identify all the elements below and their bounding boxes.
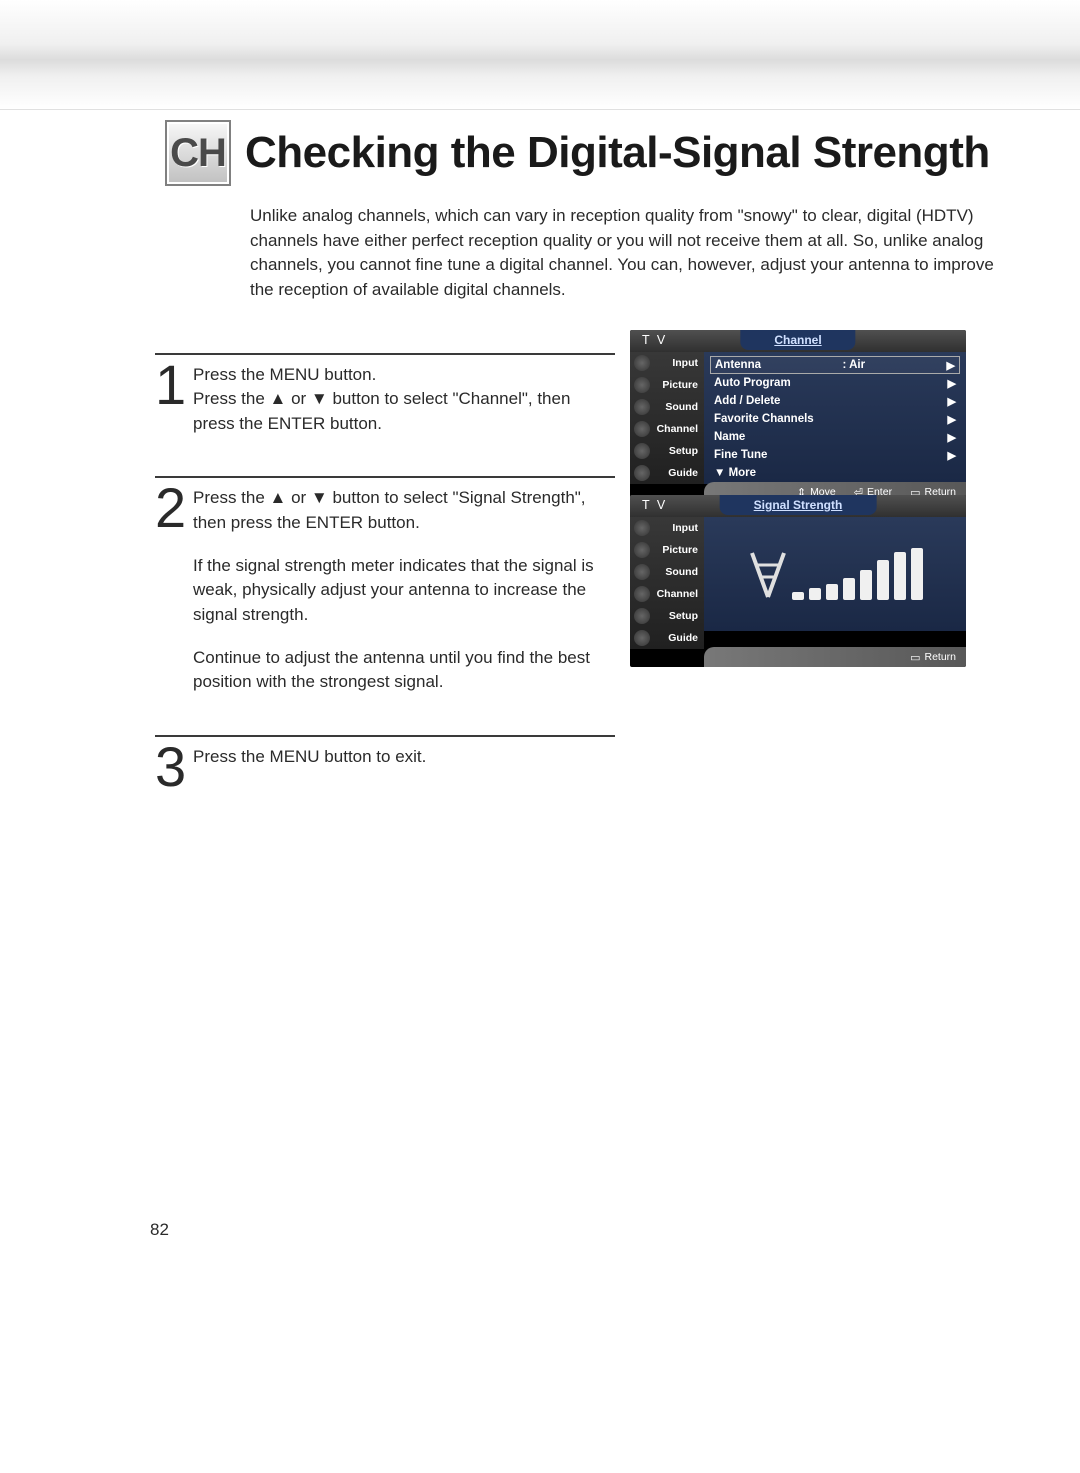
sidebar-label: Setup [669, 610, 698, 622]
signal-bars [792, 548, 923, 600]
sidebar-item-channel[interactable]: Channel [630, 583, 704, 605]
picture-icon [634, 377, 650, 393]
step-line: Press the ▲ or ▼ button to select "Chann… [193, 387, 615, 436]
setup-icon [634, 608, 650, 624]
guide-icon [634, 465, 650, 481]
menu-value: : Air [761, 359, 947, 371]
picture-icon [634, 542, 650, 558]
channel-icon [634, 421, 650, 437]
menu-item-fine-tune[interactable]: Fine Tune ▶ [710, 446, 960, 464]
sidebar-item-picture[interactable]: Picture [630, 374, 704, 396]
osd-tab: Signal Strength [720, 495, 877, 515]
step-line: Press the ▲ or ▼ button to select "Signa… [193, 486, 615, 535]
menu-label: Auto Program [714, 377, 791, 389]
menu-item-add-delete[interactable]: Add / Delete ▶ [710, 392, 960, 410]
menu-label: Antenna [715, 359, 761, 371]
chevron-right-icon: ▶ [948, 395, 956, 408]
menu-label: Favorite Channels [714, 413, 814, 425]
step-number: 2 [155, 484, 193, 532]
osd-footer: ▭ Return [704, 647, 966, 667]
sidebar-label: Input [672, 357, 698, 369]
sidebar-label: Input [672, 522, 698, 534]
step-3: 3 Press the MENU button to exit. [155, 735, 615, 811]
menu-label: Name [714, 431, 745, 443]
menu-item-favorite[interactable]: Favorite Channels ▶ [710, 410, 960, 428]
sound-icon [634, 564, 650, 580]
signal-strength-panel [704, 517, 966, 631]
step-line: Press the MENU button to exit. [193, 745, 426, 770]
sidebar-label: Sound [665, 401, 698, 413]
chevron-right-icon: ▶ [948, 377, 956, 390]
sidebar-label: Guide [668, 632, 698, 644]
ch-badge: CH [165, 120, 231, 186]
guide-icon [634, 630, 650, 646]
page-number: 82 [150, 1220, 169, 1240]
menu-label: Add / Delete [714, 395, 780, 407]
header-band [0, 0, 1080, 110]
step-number: 3 [155, 743, 193, 791]
sidebar-label: Picture [662, 379, 698, 391]
sidebar-label: Picture [662, 544, 698, 556]
osd-titlebar: T V Channel [630, 330, 966, 352]
sidebar-item-sound[interactable]: Sound [630, 396, 704, 418]
sidebar-item-channel[interactable]: Channel [630, 418, 704, 440]
tv-osd-channel-menu: T V Channel Input Picture Sound Channel … [630, 330, 966, 502]
footer-return: ▭ Return [910, 651, 956, 664]
menu-item-auto-program[interactable]: Auto Program ▶ [710, 374, 960, 392]
page-title: Checking the Digital-Signal Strength [245, 128, 990, 178]
menu-item-name[interactable]: Name ▶ [710, 428, 960, 446]
sidebar-item-picture[interactable]: Picture [630, 539, 704, 561]
tv-label: T V [642, 498, 667, 512]
step-2: 2 Press the ▲ or ▼ button to select "Sig… [155, 476, 615, 714]
antenna-icon [748, 549, 788, 599]
step-line: If the signal strength meter indicates t… [193, 554, 615, 628]
step-text: Press the MENU button to exit. [193, 745, 426, 770]
footer-label: Return [924, 651, 956, 663]
tv-label: T V [642, 333, 667, 347]
menu-label: ▼ More [714, 467, 756, 479]
title-row: CH Checking the Digital-Signal Strength [165, 120, 1020, 186]
menu-item-more[interactable]: ▼ More [710, 464, 960, 482]
sound-icon [634, 399, 650, 415]
intro-paragraph: Unlike analog channels, which can vary i… [250, 204, 1000, 303]
sidebar-item-guide[interactable]: Guide [630, 462, 704, 484]
ch-badge-label: CH [170, 131, 226, 176]
sidebar-item-guide[interactable]: Guide [630, 627, 704, 649]
osd-menu: Antenna : Air ▶ Auto Program ▶ Add / Del… [704, 352, 966, 484]
sidebar-item-setup[interactable]: Setup [630, 605, 704, 627]
input-icon [634, 520, 650, 536]
osd-sidebar: Input Picture Sound Channel Setup Guide [630, 352, 704, 484]
sidebar-label: Channel [657, 588, 698, 600]
step-line: Press the MENU button. [193, 363, 615, 388]
chevron-right-icon: ▶ [948, 449, 956, 462]
step-1: 1 Press the MENU button. Press the ▲ or … [155, 353, 615, 457]
sidebar-item-setup[interactable]: Setup [630, 440, 704, 462]
chevron-right-icon: ▶ [948, 431, 956, 444]
sidebar-item-input[interactable]: Input [630, 517, 704, 539]
chevron-right-icon: ▶ [947, 359, 955, 372]
setup-icon [634, 443, 650, 459]
menu-label: Fine Tune [714, 449, 767, 461]
sidebar-label: Setup [669, 445, 698, 457]
osd-sidebar: Input Picture Sound Channel Setup Guide [630, 517, 704, 649]
osd-tab: Channel [740, 330, 855, 350]
step-line: Continue to adjust the antenna until you… [193, 646, 615, 695]
sidebar-item-input[interactable]: Input [630, 352, 704, 374]
input-icon [634, 355, 650, 371]
osd-titlebar: T V Signal Strength [630, 495, 966, 517]
sidebar-label: Guide [668, 467, 698, 479]
sidebar-label: Channel [657, 423, 698, 435]
menu-item-antenna[interactable]: Antenna : Air ▶ [710, 356, 960, 374]
return-icon: ▭ [910, 651, 920, 664]
step-number: 1 [155, 361, 193, 409]
step-text: Press the ▲ or ▼ button to select "Signa… [193, 486, 615, 694]
sidebar-item-sound[interactable]: Sound [630, 561, 704, 583]
tv-osd-signal-strength: T V Signal Strength Input Picture Sound … [630, 495, 966, 667]
channel-icon [634, 586, 650, 602]
step-text: Press the MENU button. Press the ▲ or ▼ … [193, 363, 615, 437]
chevron-right-icon: ▶ [948, 413, 956, 426]
sidebar-label: Sound [665, 566, 698, 578]
